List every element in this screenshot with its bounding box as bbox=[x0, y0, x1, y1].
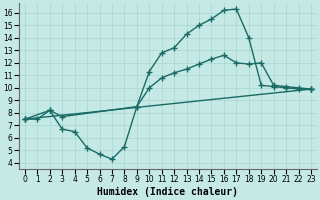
X-axis label: Humidex (Indice chaleur): Humidex (Indice chaleur) bbox=[97, 187, 238, 197]
